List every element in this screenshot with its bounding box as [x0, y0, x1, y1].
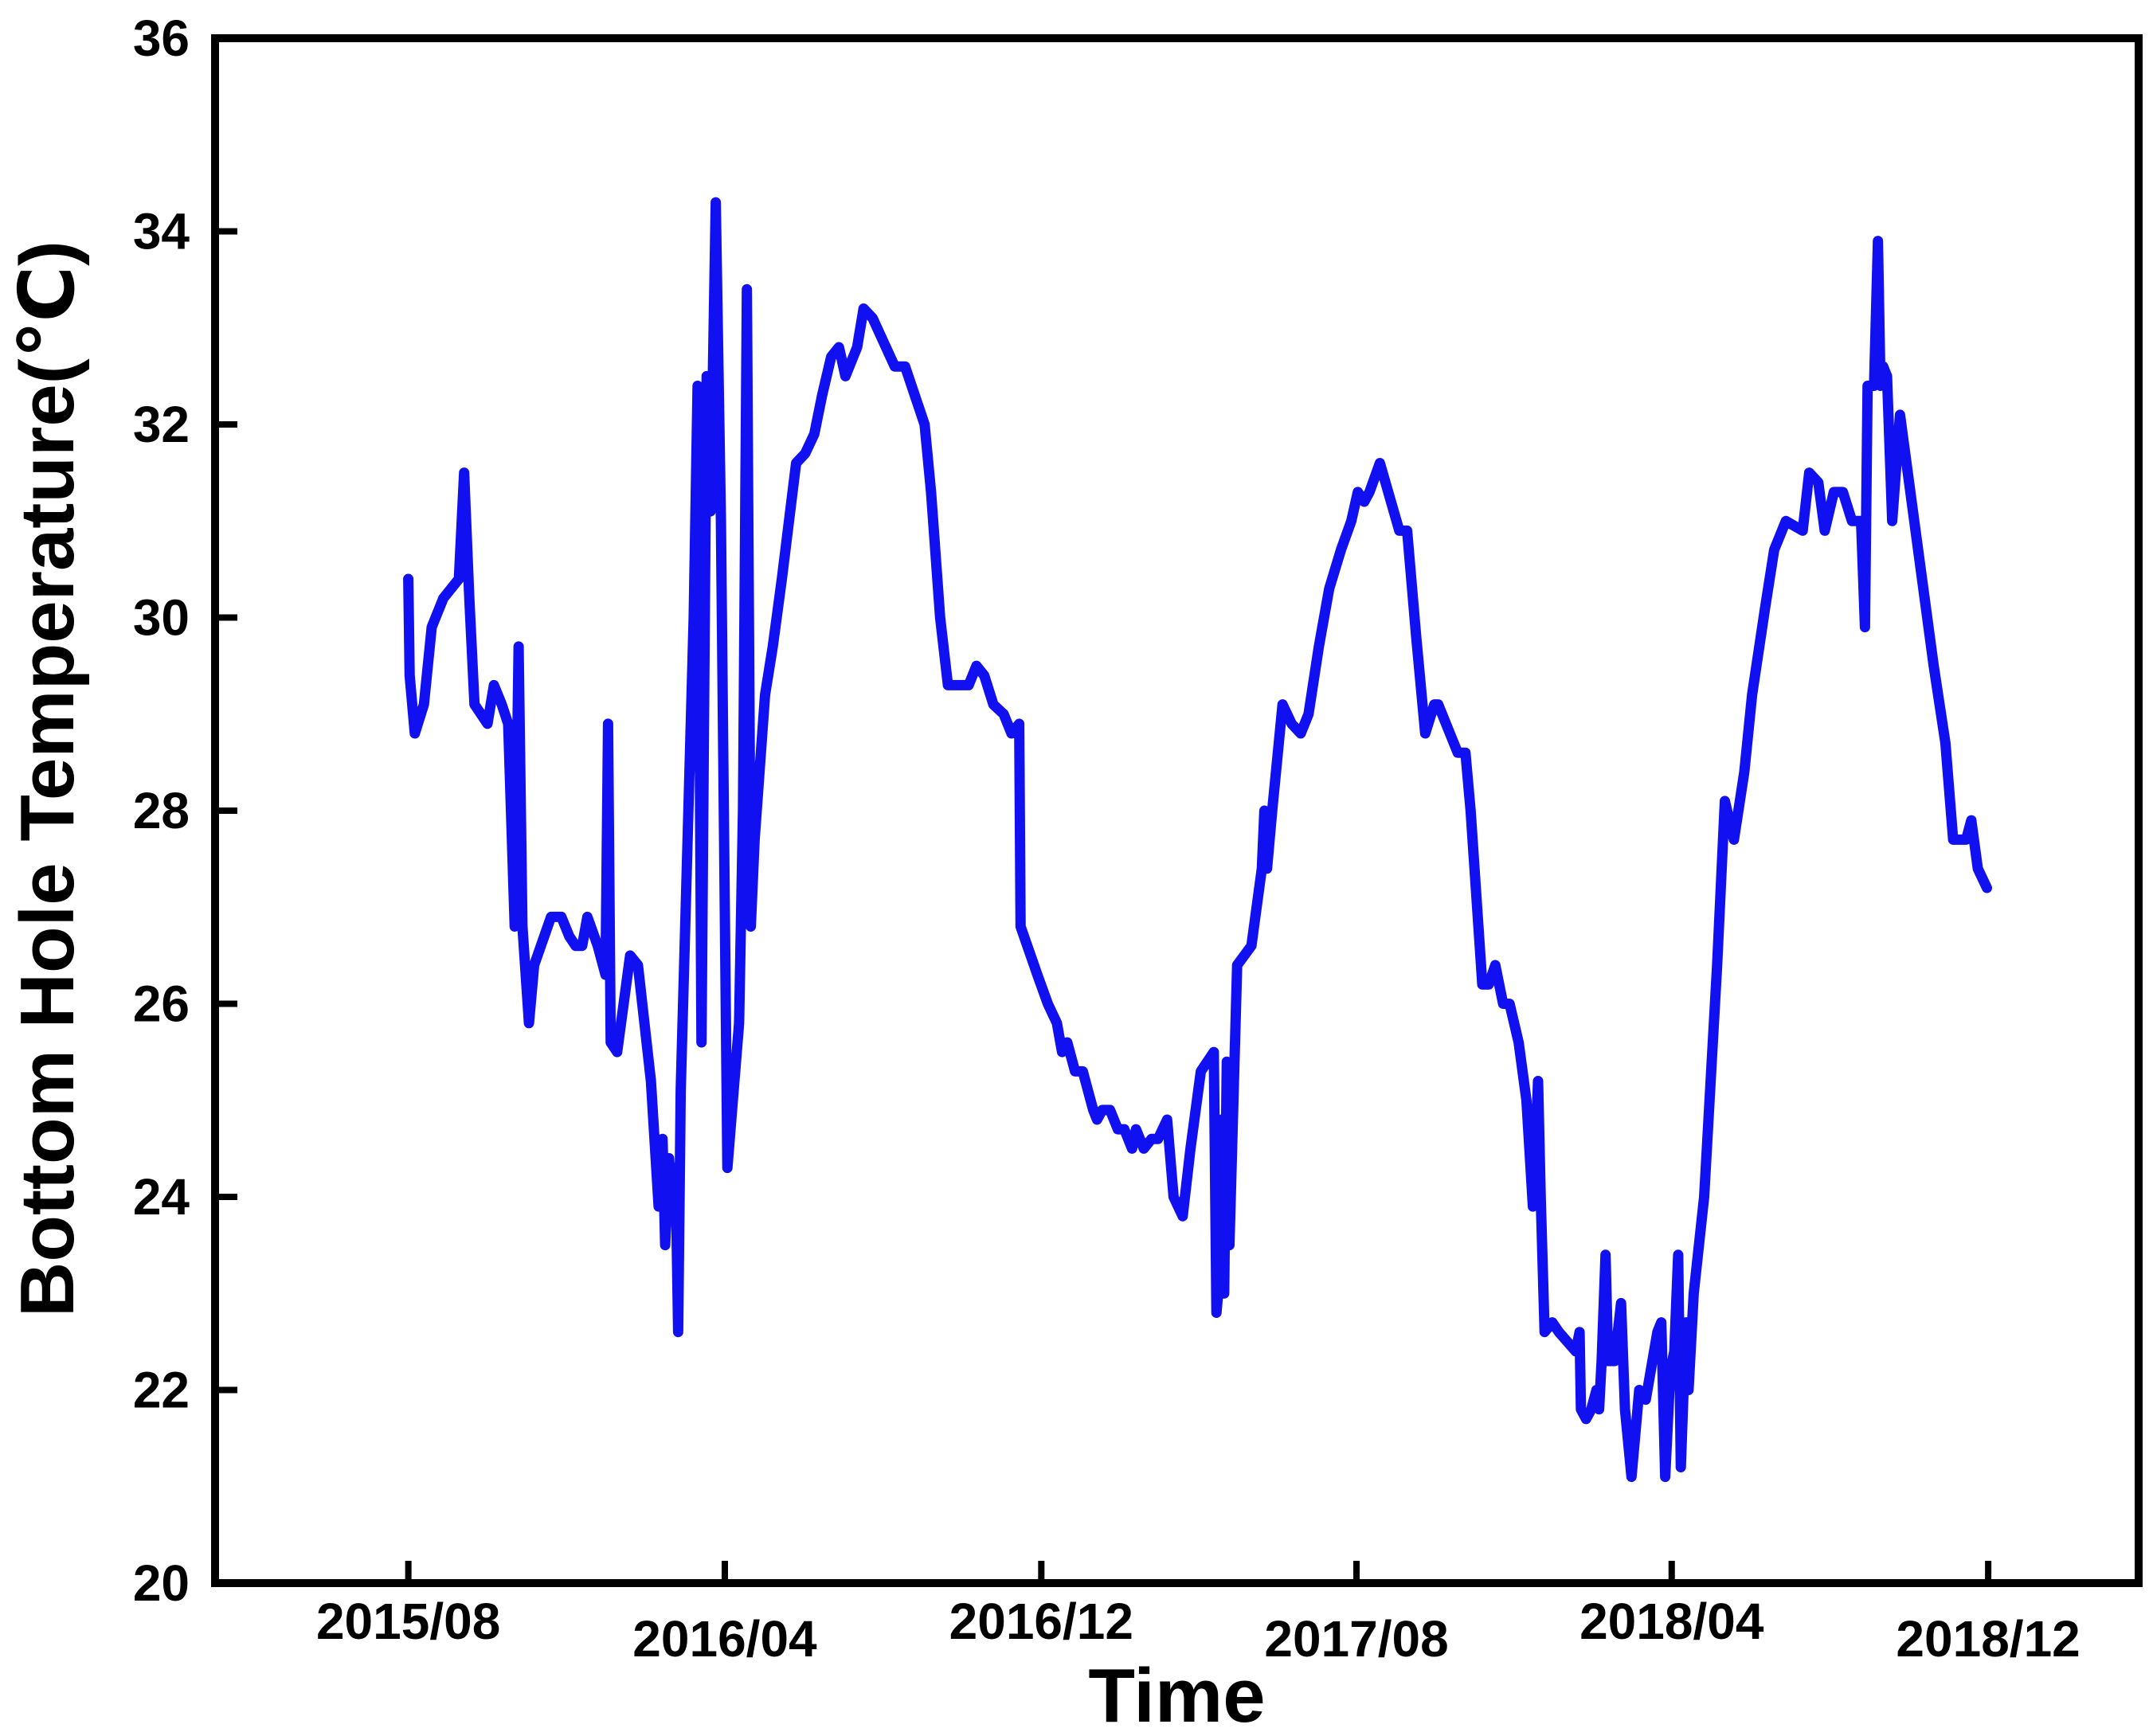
x-tick-label: 2017/08: [1264, 1610, 1448, 1668]
x-axis-title: Time: [1088, 1653, 1265, 1736]
y-tick-label: 34: [133, 203, 190, 260]
plot-frame: [211, 34, 2143, 1587]
x-tick-label: 2015/08: [316, 1593, 500, 1650]
y-tick-label: 36: [133, 10, 190, 67]
x-tick-label: 2018/12: [1896, 1610, 2080, 1668]
y-tick-label: 20: [133, 1554, 190, 1612]
series-line: [403, 197, 1992, 1483]
y-tick-label: 32: [133, 396, 190, 453]
y-tick-label: 22: [133, 1362, 190, 1419]
y-axis-title: Bottom Hole Temperature(℃): [5, 240, 90, 1317]
y-tick-label: 24: [133, 1168, 190, 1226]
x-tick-label: 2018/04: [1579, 1593, 1764, 1650]
x-axis: 2015/08 2016/04 2016/12 2017/08 2018/04 2018/…: [316, 1561, 2080, 1668]
x-tick-label: 2016/12: [949, 1593, 1133, 1650]
y-axis: 20 22 24 26 28 30 32 34 36: [133, 10, 237, 1612]
y-tick-label: 26: [133, 976, 190, 1033]
y-tick-label: 28: [133, 782, 190, 839]
x-tick-label: 2016/04: [632, 1610, 817, 1668]
y-tick-label: 30: [133, 589, 190, 647]
